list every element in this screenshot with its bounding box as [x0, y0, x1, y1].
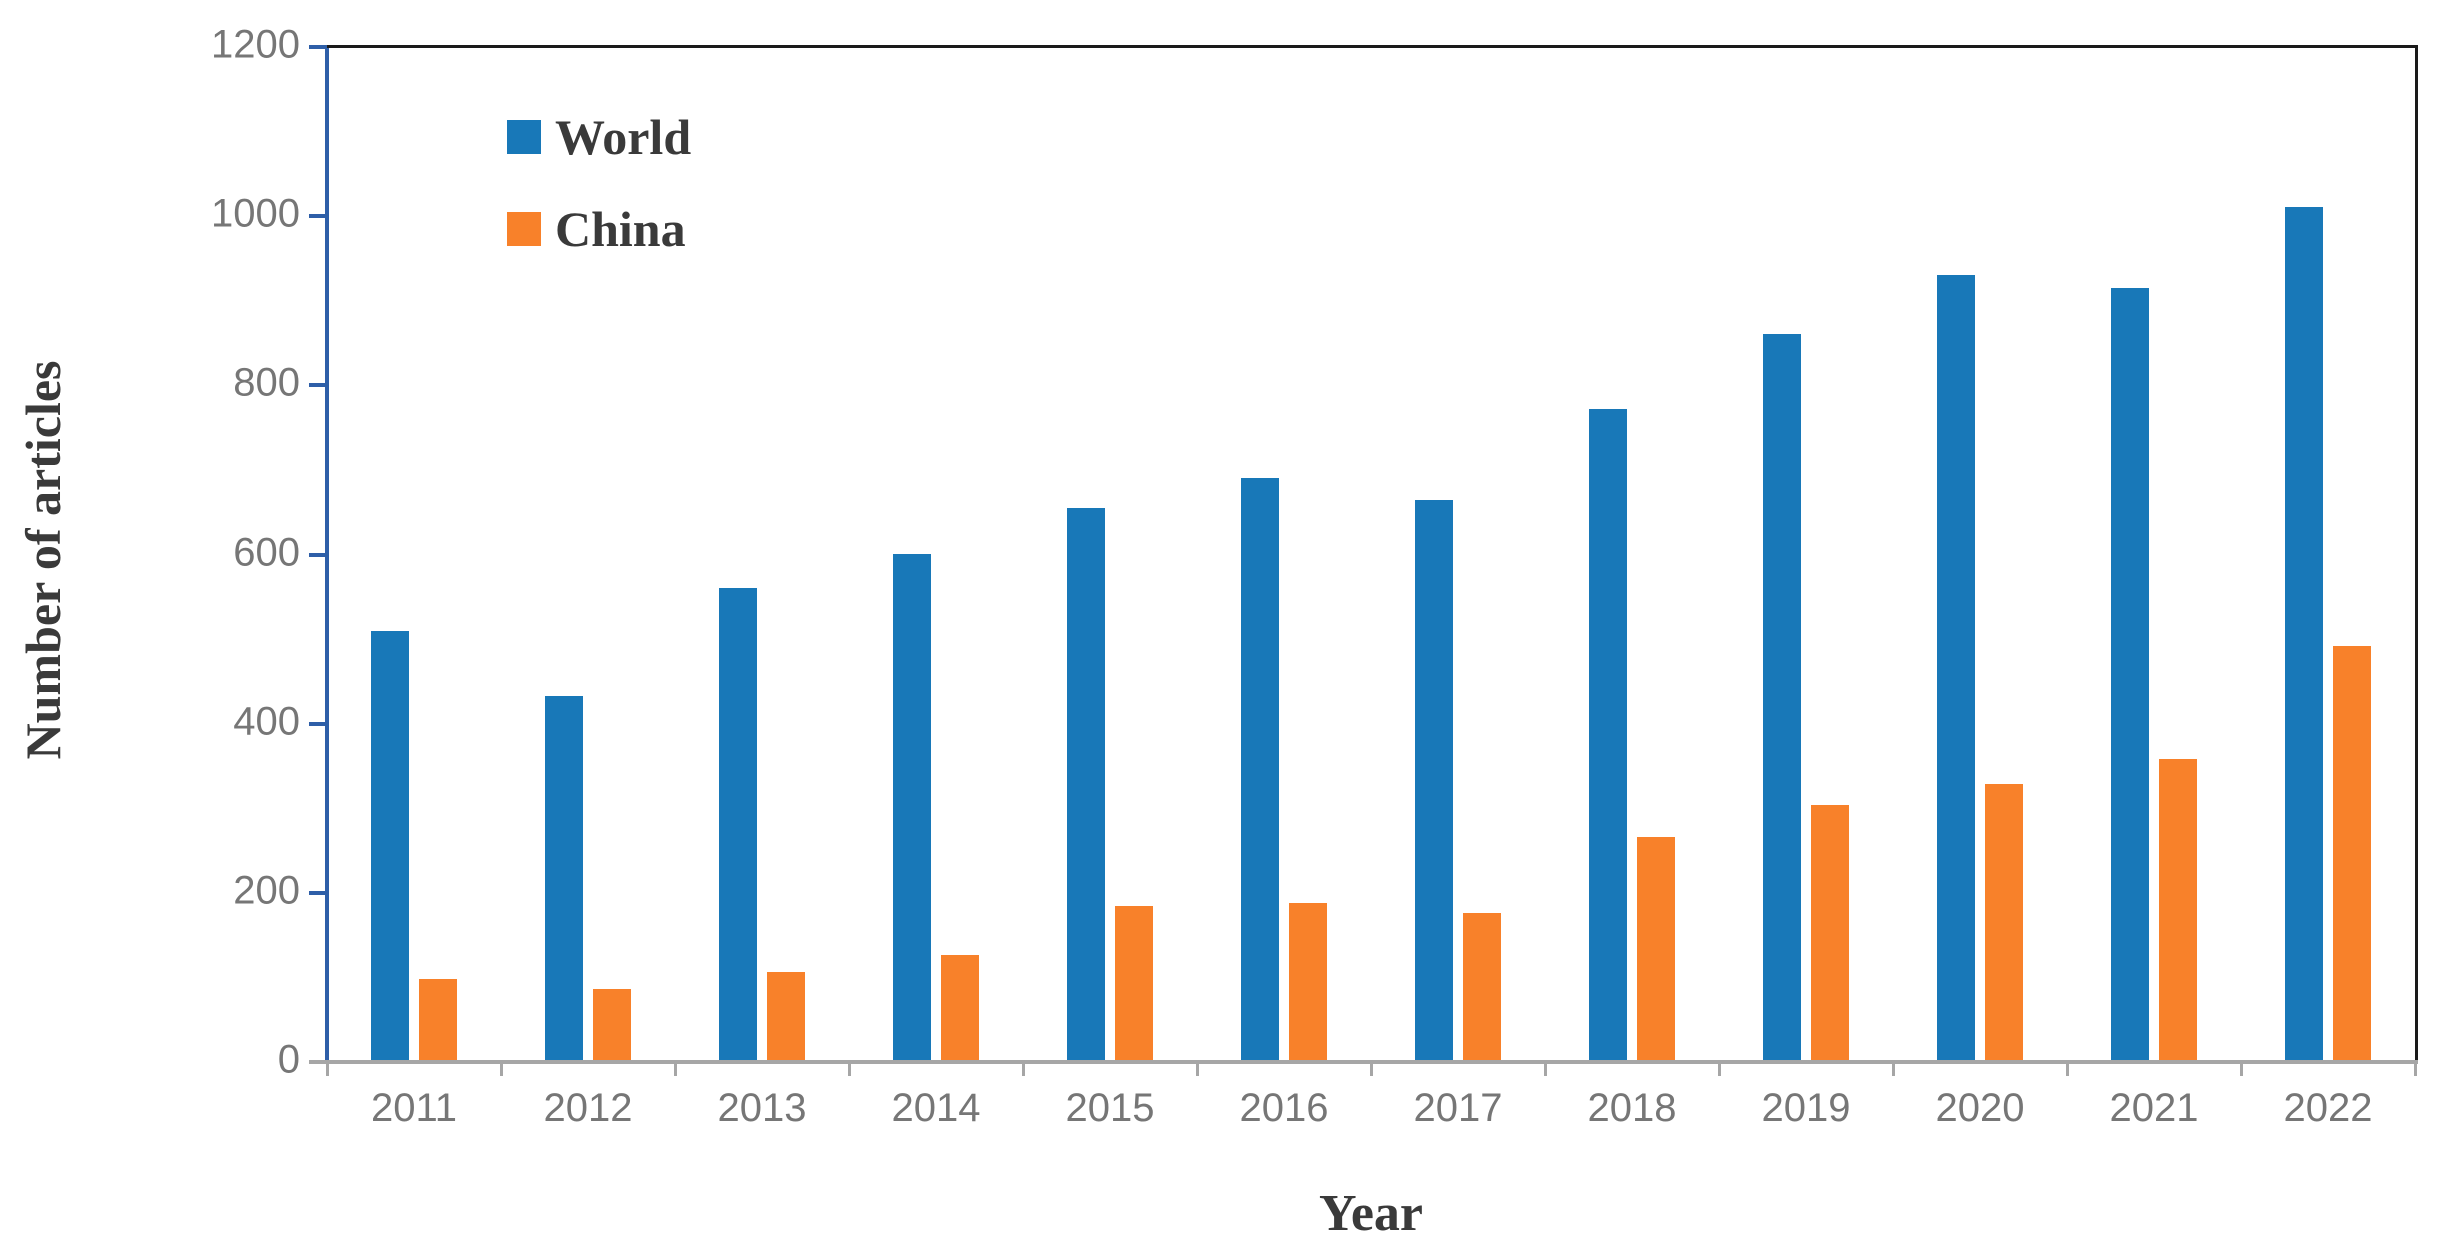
y-axis-title: Number of articles: [15, 360, 71, 760]
bar-world-2021: [2111, 288, 2149, 1062]
y-tick-label-200: 200: [233, 868, 300, 913]
plot-right-border: [2415, 45, 2418, 1064]
bar-china-2011: [419, 979, 457, 1062]
bar-world-2022: [2285, 206, 2323, 1062]
x-tick-label-2020: 2020: [1935, 1086, 2025, 1130]
bar-world-2011: [371, 630, 409, 1062]
bar-china-2020: [1985, 783, 2023, 1062]
x-boundary-tick-0: [326, 1062, 329, 1076]
bar-china-2019: [1811, 804, 1849, 1062]
bar-world-2018: [1589, 409, 1627, 1062]
bar-world-2013: [719, 588, 757, 1062]
y-tick-label-1000: 1000: [211, 191, 300, 236]
x-boundary-tick-12: [2414, 1062, 2417, 1076]
x-tick-label-2018: 2018: [1587, 1086, 1677, 1130]
x-axis-line: [309, 1060, 2418, 1064]
y-tick-600: [309, 552, 327, 557]
x-tick-label-2014: 2014: [891, 1086, 981, 1130]
x-boundary-tick-3: [848, 1062, 851, 1076]
x-tick-label-2019: 2019: [1761, 1086, 1851, 1130]
y-tick-label-0: 0: [277, 1037, 300, 1082]
x-boundary-tick-1: [500, 1062, 503, 1076]
legend-item-world: World: [507, 112, 691, 162]
x-boundary-tick-9: [1892, 1062, 1895, 1076]
world-legend-label: World: [555, 109, 692, 165]
bar-china-2022: [2333, 645, 2371, 1062]
bar-china-2021: [2159, 759, 2197, 1062]
x-tick-label-2013: 2013: [717, 1086, 807, 1130]
bar-world-2014: [893, 553, 931, 1062]
x-tick-label-2016: 2016: [1239, 1086, 1329, 1130]
bar-world-2019: [1763, 333, 1801, 1062]
china-legend-label: China: [555, 201, 686, 257]
y-tick-800: [309, 383, 327, 388]
x-boundary-tick-4: [1022, 1062, 1025, 1076]
x-tick-label-2021: 2021: [2109, 1086, 2199, 1130]
bar-world-2020: [1937, 275, 1975, 1062]
x-boundary-tick-6: [1370, 1062, 1373, 1076]
bar-world-2015: [1067, 507, 1105, 1062]
bar-world-2012: [545, 695, 583, 1062]
y-tick-label-800: 800: [233, 361, 300, 406]
y-tick-200: [309, 890, 327, 895]
x-tick-label-2017: 2017: [1413, 1086, 1503, 1130]
x-tick-label-2022: 2022: [2283, 1086, 2373, 1130]
y-tick-label-1200: 1200: [211, 22, 300, 67]
x-tick-label-2012: 2012: [543, 1086, 633, 1130]
bar-world-2016: [1241, 478, 1279, 1062]
bar-world-2017: [1415, 499, 1453, 1062]
x-axis-title: Year: [1319, 1185, 1423, 1242]
y-axis-line: [325, 47, 329, 1064]
y-tick-1200: [309, 45, 327, 49]
y-tick-label-600: 600: [233, 530, 300, 575]
x-boundary-tick-2: [674, 1062, 677, 1076]
plot-top-border: [325, 45, 2418, 48]
y-tick-label-400: 400: [233, 699, 300, 744]
legend-item-china: China: [507, 204, 686, 254]
bar-china-2017: [1463, 913, 1501, 1062]
bar-china-2013: [767, 972, 805, 1062]
x-boundary-tick-7: [1544, 1062, 1547, 1076]
bar-china-2015: [1115, 906, 1153, 1062]
bar-china-2014: [941, 954, 979, 1062]
x-boundary-tick-5: [1196, 1062, 1199, 1076]
x-boundary-tick-8: [1718, 1062, 1721, 1076]
china-legend-swatch-icon: [507, 212, 541, 246]
bar-china-2018: [1637, 837, 1675, 1062]
world-legend-swatch-icon: [507, 120, 541, 154]
bar-china-2012: [593, 989, 631, 1062]
y-tick-400: [309, 721, 327, 726]
x-boundary-tick-10: [2066, 1062, 2069, 1076]
y-tick-1000: [309, 214, 327, 219]
x-tick-label-2011: 2011: [370, 1086, 457, 1130]
x-boundary-tick-11: [2240, 1062, 2243, 1076]
x-tick-label-2015: 2015: [1065, 1086, 1155, 1130]
bar-china-2016: [1289, 902, 1327, 1062]
